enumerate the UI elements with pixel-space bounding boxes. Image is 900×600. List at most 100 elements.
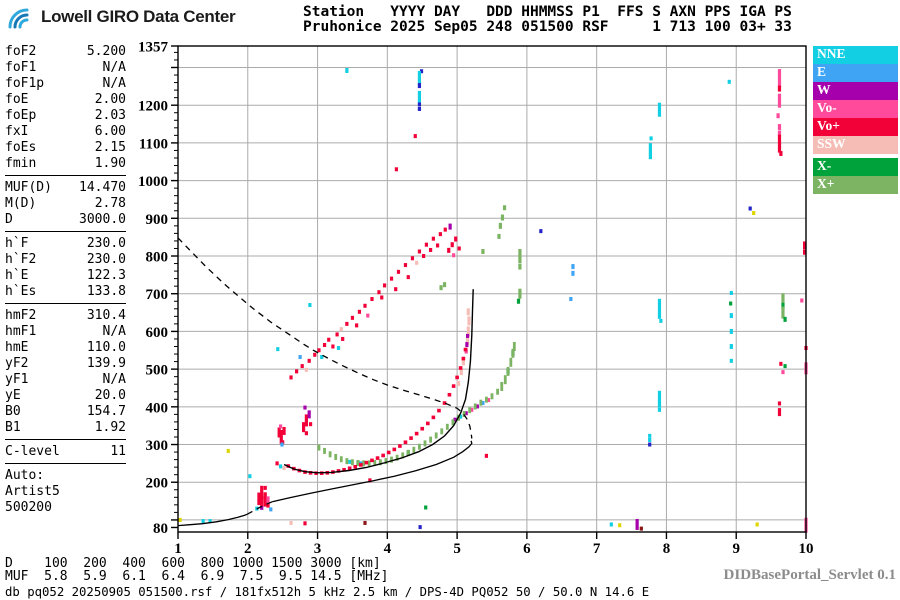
y-axis-tick-label: 1200	[138, 99, 168, 115]
plot-axes: 1357120011001000900800700600500400300200…	[138, 40, 814, 558]
autoscaler-label: Auto:	[5, 468, 45, 483]
y-axis-tick-label: 600	[146, 325, 169, 341]
param-row: fxI 6.00	[5, 124, 126, 140]
param-value: 133.8	[86, 284, 126, 299]
param-row: foE 2.00	[5, 92, 126, 108]
param-row: foF1 N/A	[5, 60, 126, 76]
x-axis-tick-label: 2	[244, 541, 252, 557]
param-row: foF2 5.200	[5, 44, 126, 60]
legend-item-vo-: Vo-	[813, 100, 898, 118]
x-axis-tick-label: 3	[314, 541, 322, 557]
param-value: 110.0	[86, 340, 126, 355]
logo-text: Lowell GIRO Data Center	[41, 7, 236, 26]
param-label: yF1	[5, 372, 29, 387]
param-row: hmE 110.0	[5, 340, 126, 356]
param-label: M(D)	[5, 196, 37, 211]
param-label: h`Es	[5, 284, 37, 299]
param-value: 230.0	[86, 252, 126, 267]
param-value: 2.78	[94, 196, 126, 211]
param-row: M(D) 2.78	[5, 196, 126, 212]
y-axis-tick-label: 400	[146, 400, 169, 416]
param-value: N/A	[102, 76, 126, 91]
param-value: 14.470	[79, 180, 126, 195]
y-axis-tick-label: 1000	[138, 174, 168, 190]
y-axis-tick-label: 80	[153, 521, 168, 537]
param-row: yF1 N/A	[5, 372, 126, 388]
legend-item-nne: NNE	[813, 46, 898, 64]
x-axis-tick-label: 5	[453, 541, 461, 557]
param-label: foE	[5, 92, 29, 107]
x-mode-trace	[317, 341, 516, 467]
param-label: foEp	[5, 108, 37, 123]
param-row: D 3000.0	[5, 212, 126, 228]
header-columns-line: Station YYYY DAY DDD HHMMSS P1 FFS S AXN…	[303, 4, 792, 20]
param-row: h`Es 133.8	[5, 284, 126, 300]
param-row: MUF(D) 14.470	[5, 180, 126, 196]
autoscaler-label: Artist5	[5, 484, 60, 499]
legend-item-e: E	[813, 64, 898, 82]
param-row: yF2 139.9	[5, 356, 126, 372]
param-row: hmF1 N/A	[5, 324, 126, 340]
param-label: fmin	[5, 156, 37, 171]
param-row: foEs 2.15	[5, 140, 126, 156]
separator-line	[5, 175, 126, 176]
param-value: N/A	[102, 372, 126, 387]
param-value: 5.200	[86, 44, 126, 59]
x-axis-tick-label: 1	[174, 541, 182, 557]
x-axis-tick-label: 10	[799, 541, 814, 557]
param-row: C-level 11	[5, 444, 126, 460]
param-value: N/A	[102, 324, 126, 339]
param-row: hmF2 310.4	[5, 308, 126, 324]
separator-line	[5, 463, 126, 464]
y-axis-tick-label: 200	[146, 476, 169, 492]
separator-line	[5, 303, 126, 304]
param-row: B1 1.92	[5, 420, 126, 436]
param-label: h`F2	[5, 252, 37, 267]
antenna-polarization-legend: NNE E W Vo- Vo+ SSW X- X+	[813, 46, 898, 194]
x-axis-tick-label: 8	[663, 541, 671, 557]
param-label: h`E	[5, 268, 29, 283]
param-value: 230.0	[86, 236, 126, 251]
legend-item-x+: X+	[813, 176, 898, 194]
param-row: h`F2 230.0	[5, 252, 126, 268]
param-label: hmF1	[5, 324, 37, 339]
param-value: 310.4	[86, 308, 126, 323]
y-axis-tick-label: 700	[146, 287, 169, 303]
giro-waves-icon	[8, 8, 29, 29]
scaled-parameters-panel: foF2 5.200 foF1 N/A foF1p N/A foE 2.00 foEp 2.03 f…	[5, 44, 126, 516]
param-value: 2.15	[94, 140, 126, 155]
param-label: MUF(D)	[5, 180, 52, 195]
param-label: hmF2	[5, 308, 37, 323]
param-value: 11	[110, 444, 126, 459]
param-value: 2.03	[94, 108, 126, 123]
param-label: yE	[5, 388, 21, 403]
y-axis-tick-label: 900	[146, 212, 169, 228]
param-label: D	[5, 212, 13, 227]
servlet-version-label: DIDBasePortal_Servlet 0.1	[723, 567, 896, 583]
param-row: fmin 1.90	[5, 156, 126, 172]
param-value: 20.0	[94, 388, 126, 403]
param-value: 1.90	[94, 156, 126, 171]
o-mode-trace	[286, 347, 468, 475]
y-axis-tick-label: 300	[146, 438, 169, 454]
param-label: C-level	[5, 444, 60, 459]
y-axis-tick-label: 800	[146, 250, 169, 266]
param-label: h`F	[5, 236, 29, 251]
param-row: yE 20.0	[5, 388, 126, 404]
separator-line	[5, 231, 126, 232]
param-label: fxI	[5, 124, 29, 139]
param-label: yF2	[5, 356, 29, 371]
param-label: foF1	[5, 60, 37, 75]
autoscaler-label: 500200	[5, 500, 52, 515]
x-axis-tick-label: 9	[732, 541, 740, 557]
x-axis-tick-label: 7	[593, 541, 601, 557]
x-axis-tick-label: 6	[523, 541, 531, 557]
param-label: foF2	[5, 44, 37, 59]
legend-item-x-: X-	[813, 158, 898, 176]
param-value: N/A	[102, 60, 126, 75]
echo-scatter-points	[178, 68, 808, 533]
measurement-status-line: db pq052 20250905 051500.rsf / 181fx512h…	[5, 585, 650, 599]
param-label: foF1p	[5, 76, 45, 91]
